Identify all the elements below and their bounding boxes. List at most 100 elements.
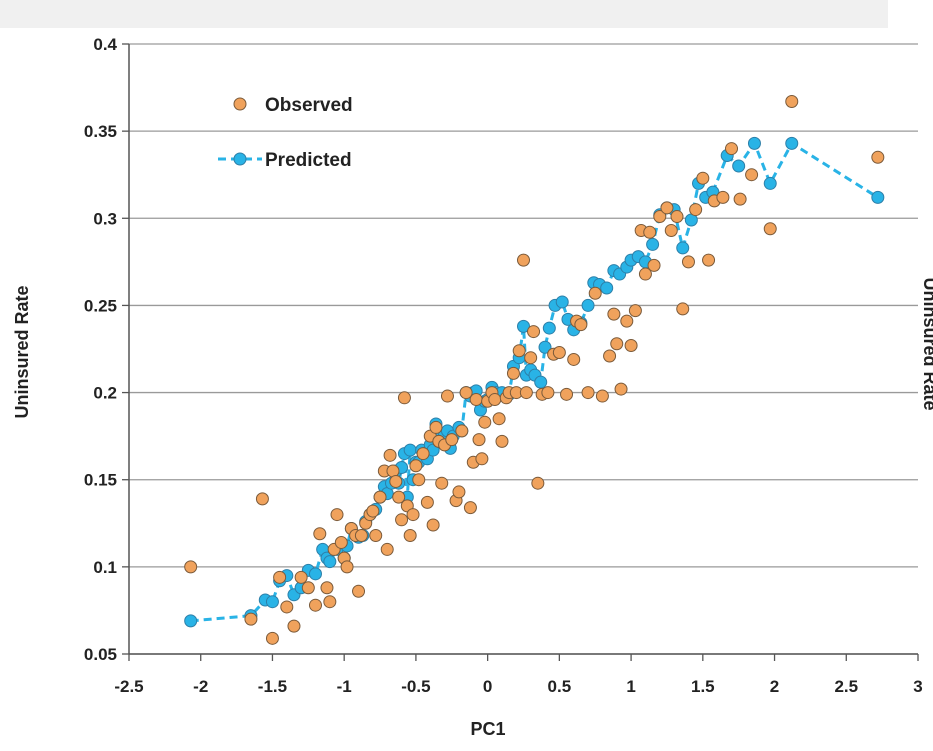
predicted-point [676,241,690,255]
observed-point [334,535,348,549]
observed-point [574,318,588,332]
observed-point [681,255,695,269]
x-tick-label: 1.5 [691,677,715,696]
observed-point [581,386,595,400]
legend-predicted-label: Predicted [265,150,352,171]
legend-observed-label: Observed [265,95,353,116]
observed-point [373,490,387,504]
x-tick-label: 0.5 [548,677,572,696]
observed-point [624,339,638,353]
observed-series [184,95,885,645]
observed-point [488,393,502,407]
predicted-point [600,281,614,295]
observed-point [527,325,541,339]
observed-point [492,412,506,426]
observed-point [725,142,739,156]
observed-point [265,631,279,645]
y-tick-label: 0.1 [93,558,117,577]
observed-point [294,570,308,584]
observed-point [517,253,530,267]
predicted-point [534,375,548,389]
observed-point [643,225,657,239]
observed-point [184,560,198,574]
observed-point [531,476,545,490]
observed-point [455,424,469,438]
predicted-point [538,340,552,354]
x-tick-label: 1 [626,677,635,696]
x-tick-label: -2 [193,677,208,696]
y-tick-label: 0.35 [84,122,117,141]
observed-point [541,386,555,400]
x-tick-label: 0 [483,677,492,696]
observed-point [638,267,652,281]
predicted-point [323,555,337,569]
predicted-point [308,567,322,581]
observed-point [871,150,885,164]
observed-point [412,473,426,487]
observed-point [397,391,411,405]
predicted-point [871,190,885,204]
observed-point [552,345,566,359]
observed-point [702,253,716,267]
observed-point [435,476,449,490]
observed-point [595,389,609,403]
predicted-point [517,319,530,333]
observed-point [366,504,380,518]
observed-point [429,420,443,434]
observed-point [512,344,526,358]
observed-point [323,595,337,609]
observed-point [273,570,287,584]
observed-point [614,382,628,396]
observed-point [383,448,397,462]
observed-point [653,210,667,224]
x-tick-label: -1 [337,677,352,696]
x-tick-label: -1.5 [258,677,287,696]
y-axis-title: Uninsured Rate [12,285,32,418]
observed-point [403,528,417,542]
observed-point [459,386,473,400]
observed-point [354,528,368,542]
predicted-point [763,176,777,190]
observed-point [320,581,334,595]
predicted-point [403,443,417,457]
observed-point [696,171,710,185]
predicted-point [747,136,761,150]
y-tick-labels: 0.05 0.1 0.15 0.2 0.25 0.3 0.35 0.4 [84,35,118,664]
predicted-point [542,321,556,335]
observed-point [440,389,454,403]
observed-point [255,492,269,506]
observed-point [478,415,492,429]
observed-point [560,387,574,401]
predicted-point [785,136,799,150]
observed-point [287,619,301,633]
observed-point [380,542,394,556]
predicted-point [581,298,595,312]
observed-point [452,485,466,499]
predicted-point [184,614,198,628]
observed-point [389,474,403,488]
observed-point [647,258,661,272]
observed-point [463,501,477,515]
observed-point [495,434,509,448]
y-tick-label: 0.15 [84,471,117,490]
observed-point [670,210,684,224]
right-axis-title-clipped: Uninsured Rate [920,277,933,410]
x-axis-title: PC1 [470,719,505,739]
observed-point [506,366,520,380]
x-tick-label: 2.5 [834,677,858,696]
observed-point [469,393,483,407]
observed-point [280,600,294,614]
x-tick-label: 3 [913,677,922,696]
x-tick-label: 2 [770,677,779,696]
observed-point [308,598,322,612]
observed-point [340,560,354,574]
observed-point [567,352,581,366]
predicted-point [732,159,746,173]
observed-point [313,527,327,541]
legend-observed-marker [233,97,247,111]
y-tick-label: 0.05 [84,645,117,664]
observed-point [369,528,383,542]
observed-point [420,495,434,509]
observed-point [603,349,617,363]
